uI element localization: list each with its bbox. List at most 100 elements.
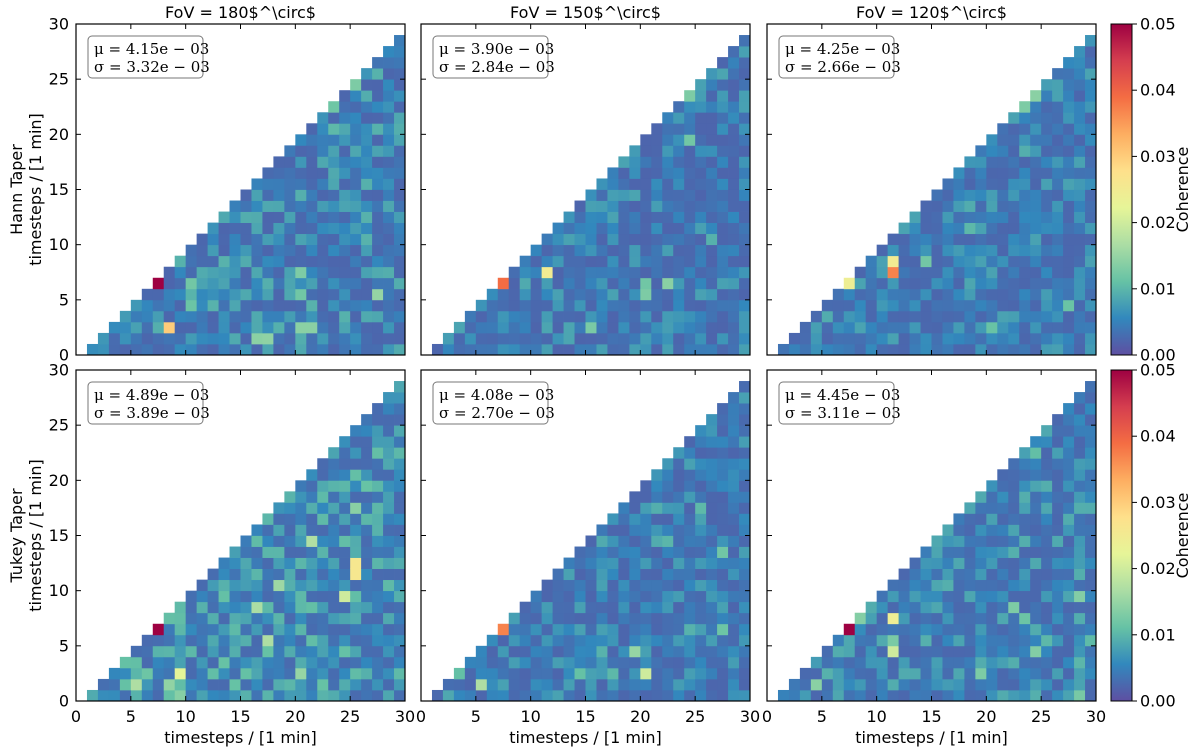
colorbar-tick-label: 0.05 <box>1140 361 1176 380</box>
heatmap-cell <box>130 689 143 702</box>
heatmap-cell <box>975 178 987 190</box>
heatmap-cell <box>618 601 630 614</box>
heatmap-cell <box>843 656 856 669</box>
heatmap-cell <box>684 634 696 647</box>
heatmap-cell <box>361 436 373 448</box>
heatmap-cell <box>306 299 318 312</box>
heatmap-cell <box>486 343 499 356</box>
heatmap-cell <box>552 689 564 702</box>
heatmap-cell <box>339 266 351 279</box>
heatmap-cell <box>1074 601 1086 614</box>
heatmap-cell <box>596 266 608 279</box>
heatmap-cell <box>1063 689 1075 702</box>
heatmap-cell <box>508 667 521 680</box>
heatmap-cell <box>607 645 619 658</box>
colorbar-tick-label: 0.03 <box>1140 147 1176 166</box>
heatmap-cell <box>350 601 362 614</box>
heatmap-cell <box>317 321 329 334</box>
heatmap-cell <box>920 590 932 603</box>
heatmap-cell <box>607 343 619 356</box>
heatmap-cell <box>854 321 867 334</box>
heatmap-cell <box>975 266 987 279</box>
heatmap-cell <box>1085 277 1097 290</box>
heatmap-cell <box>185 277 198 290</box>
heatmap-cell <box>328 189 340 201</box>
heatmap-cell <box>706 134 718 146</box>
heatmap-cell <box>997 200 1009 212</box>
heatmap-cell <box>350 200 362 212</box>
heatmap-cell <box>673 178 685 190</box>
heatmap-cell <box>651 513 663 525</box>
heatmap-cell <box>1085 211 1097 223</box>
heatmap-cell <box>1008 134 1020 146</box>
heatmap-cell <box>964 288 976 301</box>
heatmap-cell <box>1008 612 1020 625</box>
heatmap-cell <box>706 469 718 481</box>
heatmap-cell <box>240 277 252 290</box>
heatmap-cell <box>1019 332 1031 345</box>
heatmap-cell <box>975 601 987 614</box>
heatmap-cell <box>997 612 1009 625</box>
heatmap-cell <box>508 634 521 647</box>
heatmap-cell <box>394 590 406 603</box>
heatmap-cell <box>394 90 406 102</box>
heatmap-cell <box>350 513 362 525</box>
heatmap-cell <box>1085 244 1097 257</box>
heatmap-cell <box>997 310 1009 323</box>
heatmap-cell <box>997 678 1009 691</box>
heatmap-cell <box>920 343 932 356</box>
heatmap-cell <box>1019 524 1031 536</box>
heatmap-cell <box>717 178 729 190</box>
heatmap-cell <box>640 491 652 503</box>
heatmap-cell <box>739 90 751 102</box>
heatmap-cell <box>695 134 707 146</box>
heatmap-cell <box>563 612 575 625</box>
heatmap-cell <box>909 277 921 290</box>
heatmap-cell <box>372 579 384 592</box>
heatmap-cell <box>953 612 965 625</box>
heatmap-cell <box>1085 123 1097 135</box>
heatmap-cell <box>585 233 597 246</box>
heatmap-cell <box>662 134 674 146</box>
heatmap-cell <box>695 244 707 257</box>
heatmap-cell <box>262 513 274 525</box>
heatmap-cell <box>339 623 351 636</box>
heatmap-cell <box>920 557 932 569</box>
heatmap-cell <box>350 123 362 135</box>
heatmap-cell <box>640 557 652 569</box>
heatmap-cell <box>1008 299 1020 312</box>
heatmap-cell <box>1052 414 1064 426</box>
heatmap-cell <box>152 277 165 290</box>
heatmap-cell <box>684 524 696 536</box>
heatmap-cell <box>1041 502 1053 514</box>
heatmap-cell <box>383 189 395 201</box>
heatmap-cell <box>1041 513 1053 525</box>
heatmap-cell <box>372 200 384 212</box>
heatmap-cell <box>975 244 987 257</box>
heatmap-cell <box>262 601 274 614</box>
heatmap-cell <box>1074 134 1086 146</box>
heatmap-cell <box>141 645 154 658</box>
stats-mean: μ = 4.08e − 03 <box>439 386 554 404</box>
heatmap-cell <box>262 277 274 290</box>
heatmap-cell <box>251 656 263 669</box>
heatmap-cell <box>1041 645 1053 658</box>
heatmap-cell <box>350 689 362 702</box>
heatmap-cell <box>130 667 143 680</box>
heatmap-cell <box>317 623 329 636</box>
heatmap-cell <box>574 557 586 569</box>
heatmap-cell <box>284 266 296 279</box>
heatmap-cell <box>284 634 296 647</box>
heatmap-cell <box>1030 447 1042 459</box>
heatmap-cell <box>684 458 696 470</box>
heatmap-cell <box>1074 414 1086 426</box>
heatmap-cell <box>552 321 564 334</box>
heatmap-cell <box>942 310 954 323</box>
heatmap-cell <box>986 233 998 246</box>
column-title: FoV = 150$^\circ$ <box>510 3 661 22</box>
heatmap-cell <box>618 535 630 547</box>
heatmap-cell <box>218 222 230 235</box>
heatmap-cell <box>876 667 889 680</box>
heatmap-cell <box>953 244 965 257</box>
heatmap-cell <box>119 310 132 323</box>
